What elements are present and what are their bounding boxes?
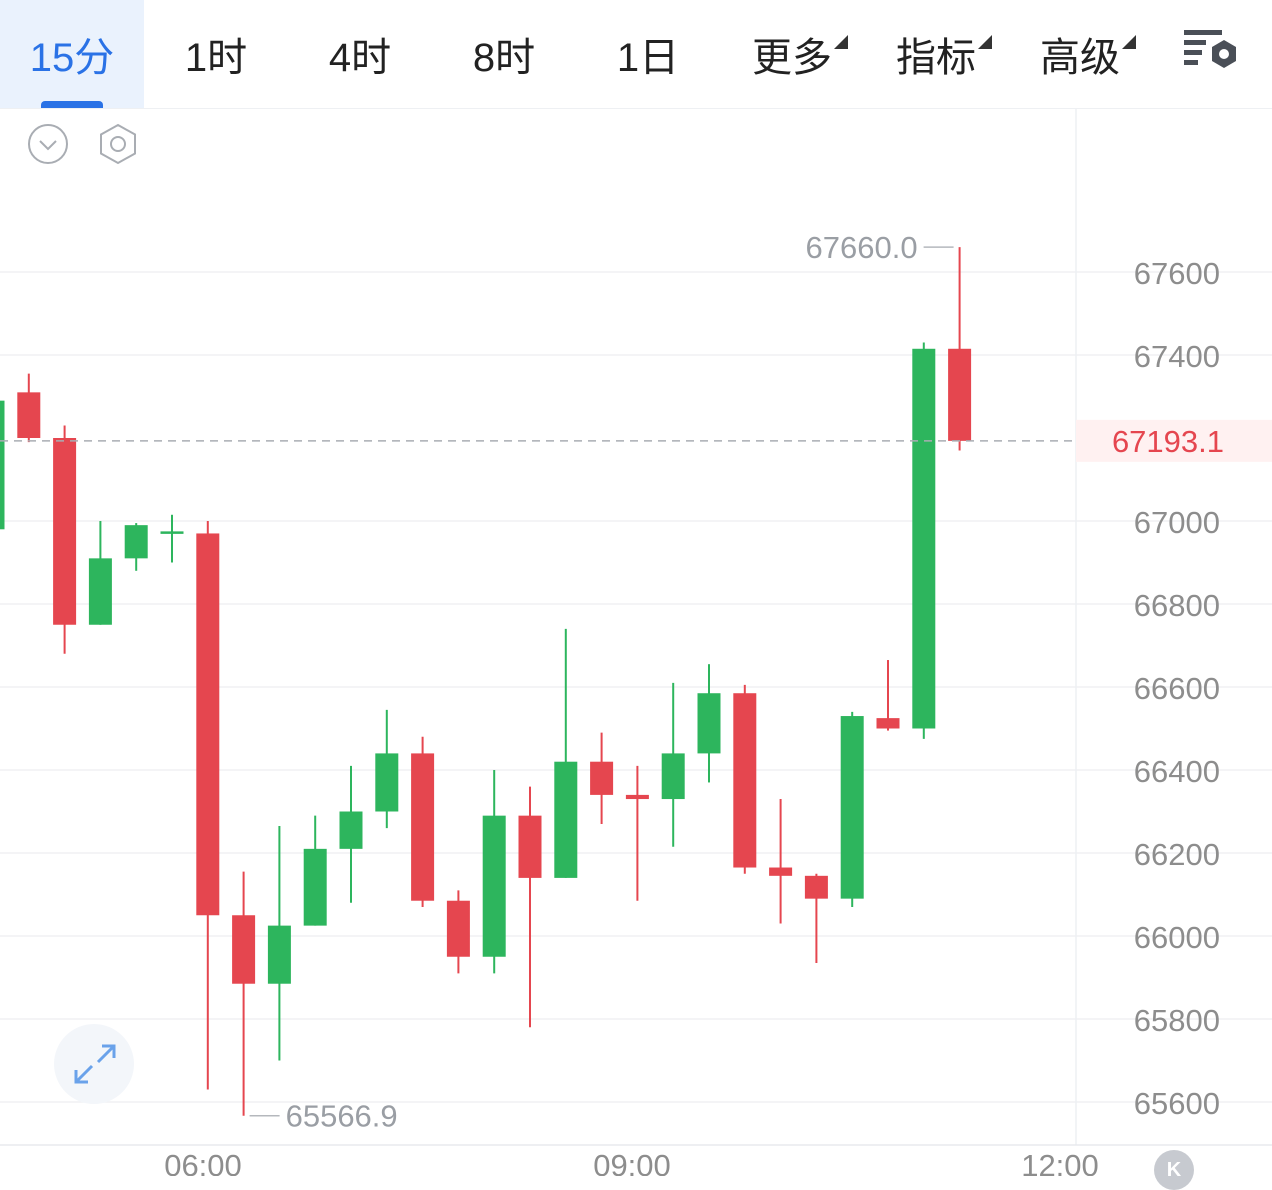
candle-down — [733, 693, 757, 868]
tab-label: 高级 — [1040, 25, 1136, 83]
last-price-badge — [1076, 419, 1272, 462]
tab-more[interactable]: 更多 — [720, 0, 864, 108]
tab-label: 8时 — [472, 36, 536, 80]
tab-label: 4时 — [328, 36, 392, 80]
candle-up — [912, 348, 936, 729]
y-tick-label: 65600 — [1134, 1086, 1220, 1121]
candle-down — [804, 875, 828, 899]
tab-advanced[interactable]: 高级 — [1008, 0, 1152, 108]
tab-label: 更多 — [752, 25, 848, 83]
candle-up — [375, 753, 399, 812]
min-price-label: 65566.9 — [286, 1099, 398, 1134]
y-tick-label: 65800 — [1134, 1003, 1220, 1038]
candle-down — [876, 718, 900, 729]
candle-down — [769, 867, 793, 876]
dropdown-caret-icon — [1122, 35, 1136, 49]
candle-up — [124, 525, 148, 559]
y-tick-label: 67000 — [1134, 505, 1220, 540]
y-tick-label: 66800 — [1134, 588, 1220, 623]
candle-up — [697, 693, 721, 754]
candle-up — [88, 558, 112, 625]
candle-up — [554, 761, 578, 878]
candle-up — [339, 811, 363, 849]
max-price-label: 67660.0 — [806, 230, 918, 265]
hexagon-settings-icon[interactable] — [96, 122, 140, 166]
candle-down — [232, 915, 256, 984]
y-tick-label: 67600 — [1134, 256, 1220, 291]
tab-label: 1时 — [184, 36, 248, 80]
x-tick-label: 09:00 — [593, 1148, 671, 1176]
tab-1d[interactable]: 1日 — [576, 0, 720, 108]
y-tick-label: 66400 — [1134, 754, 1220, 789]
tab-label: 指标 — [896, 25, 992, 83]
tab-8h[interactable]: 8时 — [432, 0, 576, 108]
y-tick-label: 66000 — [1134, 920, 1220, 955]
chart-settings-icon[interactable] — [1180, 26, 1242, 78]
tab-label: 1日 — [616, 36, 680, 80]
interval-tabbar: 15分 1时 4时 8时 1日 更多 指标 高级 — [0, 0, 1272, 109]
y-tick-label: 67400 — [1134, 339, 1220, 374]
tab-15m[interactable]: 15分 — [0, 0, 144, 108]
candle-up — [303, 848, 327, 926]
candle-down — [948, 348, 972, 441]
x-tick-label: 12:00 — [1021, 1148, 1099, 1176]
tab-indicators[interactable]: 指标 — [864, 0, 1008, 108]
tab-label: 15分 — [29, 36, 115, 80]
candle-down — [446, 900, 470, 957]
expand-arrows-icon[interactable] — [54, 1024, 134, 1104]
x-tick-label: 06:00 — [164, 1148, 242, 1176]
y-tick-label: 66200 — [1134, 837, 1220, 872]
candle-up — [840, 716, 864, 899]
candle-down — [53, 438, 77, 625]
candle-down — [411, 753, 435, 901]
candle-down — [17, 392, 41, 438]
candle-down — [196, 533, 220, 916]
dropdown-caret-icon — [834, 35, 848, 49]
candlestick-chart[interactable]: 67600 67400 67000 66800 66600 66400 66200 66000… — [0, 108, 1272, 1176]
dropdown-caret-icon — [978, 35, 992, 49]
last-price-label: 67193.1 — [1112, 424, 1224, 459]
candle-up — [482, 815, 506, 957]
active-tab-indicator — [41, 101, 103, 108]
candle-down — [518, 815, 542, 878]
y-tick-label: 66600 — [1134, 671, 1220, 706]
candle-up — [160, 531, 184, 534]
candle-down — [625, 794, 649, 800]
k-badge-button[interactable]: K — [1154, 1150, 1194, 1190]
candle-up — [661, 753, 685, 800]
candle-up — [0, 400, 5, 530]
tab-4h[interactable]: 4时 — [288, 0, 432, 108]
candle-down — [590, 761, 614, 795]
tab-1h[interactable]: 1时 — [144, 0, 288, 108]
chevron-down-circle-icon[interactable] — [26, 122, 70, 166]
candle-up — [267, 925, 291, 984]
